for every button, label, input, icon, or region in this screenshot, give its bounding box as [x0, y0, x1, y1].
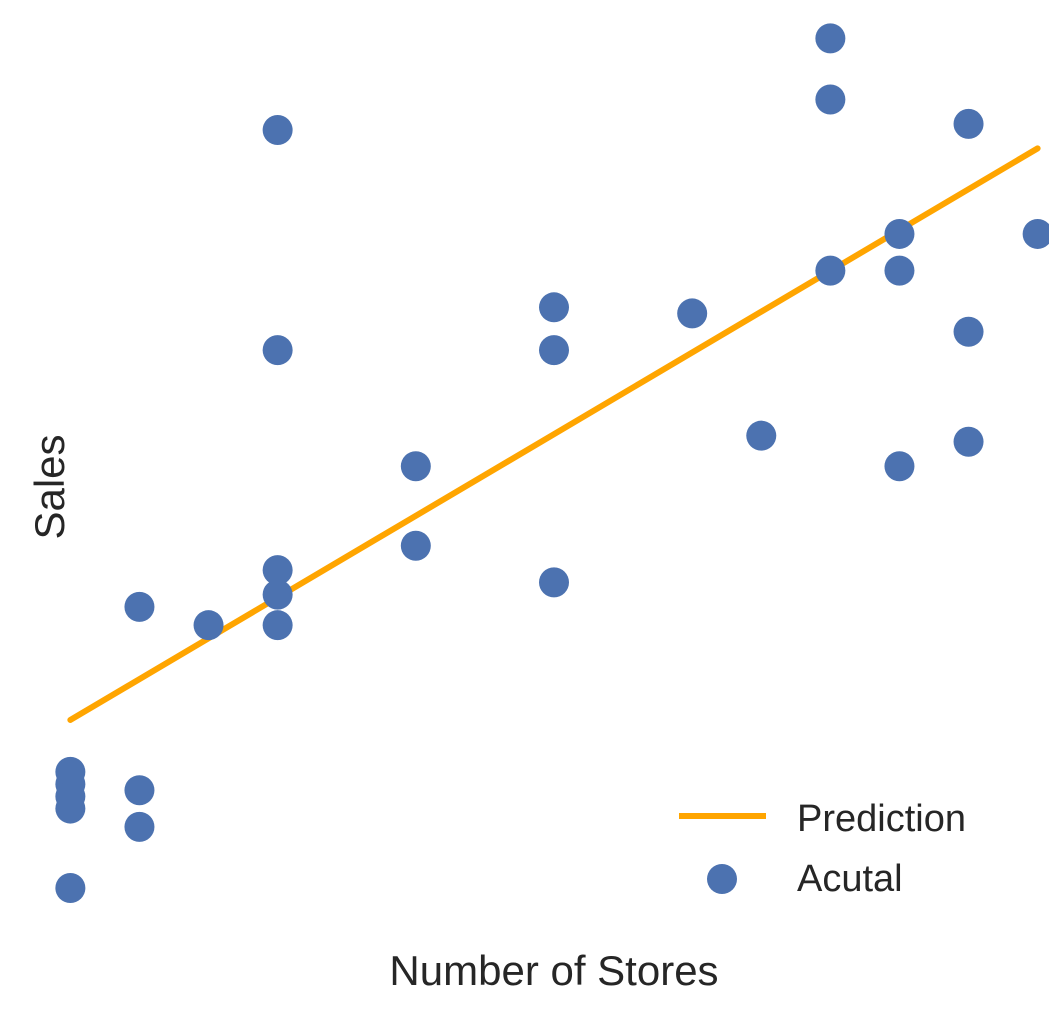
actual-point-9	[262, 115, 293, 146]
actual-point-28	[953, 316, 984, 347]
plot-area	[55, 23, 1049, 904]
legend-prediction-label: Prediction	[797, 798, 966, 840]
actual-point-20	[746, 420, 777, 451]
actual-point-18	[539, 567, 569, 598]
actual-point-22	[815, 84, 846, 115]
actual-point-8	[193, 610, 224, 641]
x-axis-label: Number of Stores	[389, 947, 718, 994]
actual-point-21	[815, 23, 846, 54]
actual-point-26	[884, 451, 915, 482]
actual-point-23	[815, 255, 846, 286]
legend: Prediction Acutal	[679, 798, 966, 900]
actual-point-16	[539, 292, 569, 323]
prediction-line	[67, 145, 1041, 723]
actual-point-30	[1022, 218, 1049, 249]
actual-point-10	[262, 335, 293, 366]
actual-point-25	[884, 255, 915, 286]
actual-point-15	[400, 530, 431, 561]
actual-point-11	[262, 555, 293, 586]
actual-point-24	[884, 218, 915, 249]
actual-point-27	[953, 108, 984, 139]
actual-point-7	[124, 811, 155, 842]
actual-point-19	[677, 298, 708, 329]
y-axis-label: Sales	[26, 434, 73, 539]
actual-point-29	[953, 426, 984, 457]
legend-actual-label: Acutal	[797, 858, 903, 900]
actual-point-12	[262, 579, 293, 610]
actual-point-3	[55, 793, 86, 824]
actual-point-14	[400, 451, 431, 482]
actual-point-6	[124, 775, 155, 806]
actual-point-4	[55, 873, 86, 904]
actual-point-17	[539, 335, 569, 366]
legend-actual-swatch	[707, 864, 737, 894]
actual-point-5	[124, 591, 155, 622]
actual-point-13	[262, 610, 293, 641]
